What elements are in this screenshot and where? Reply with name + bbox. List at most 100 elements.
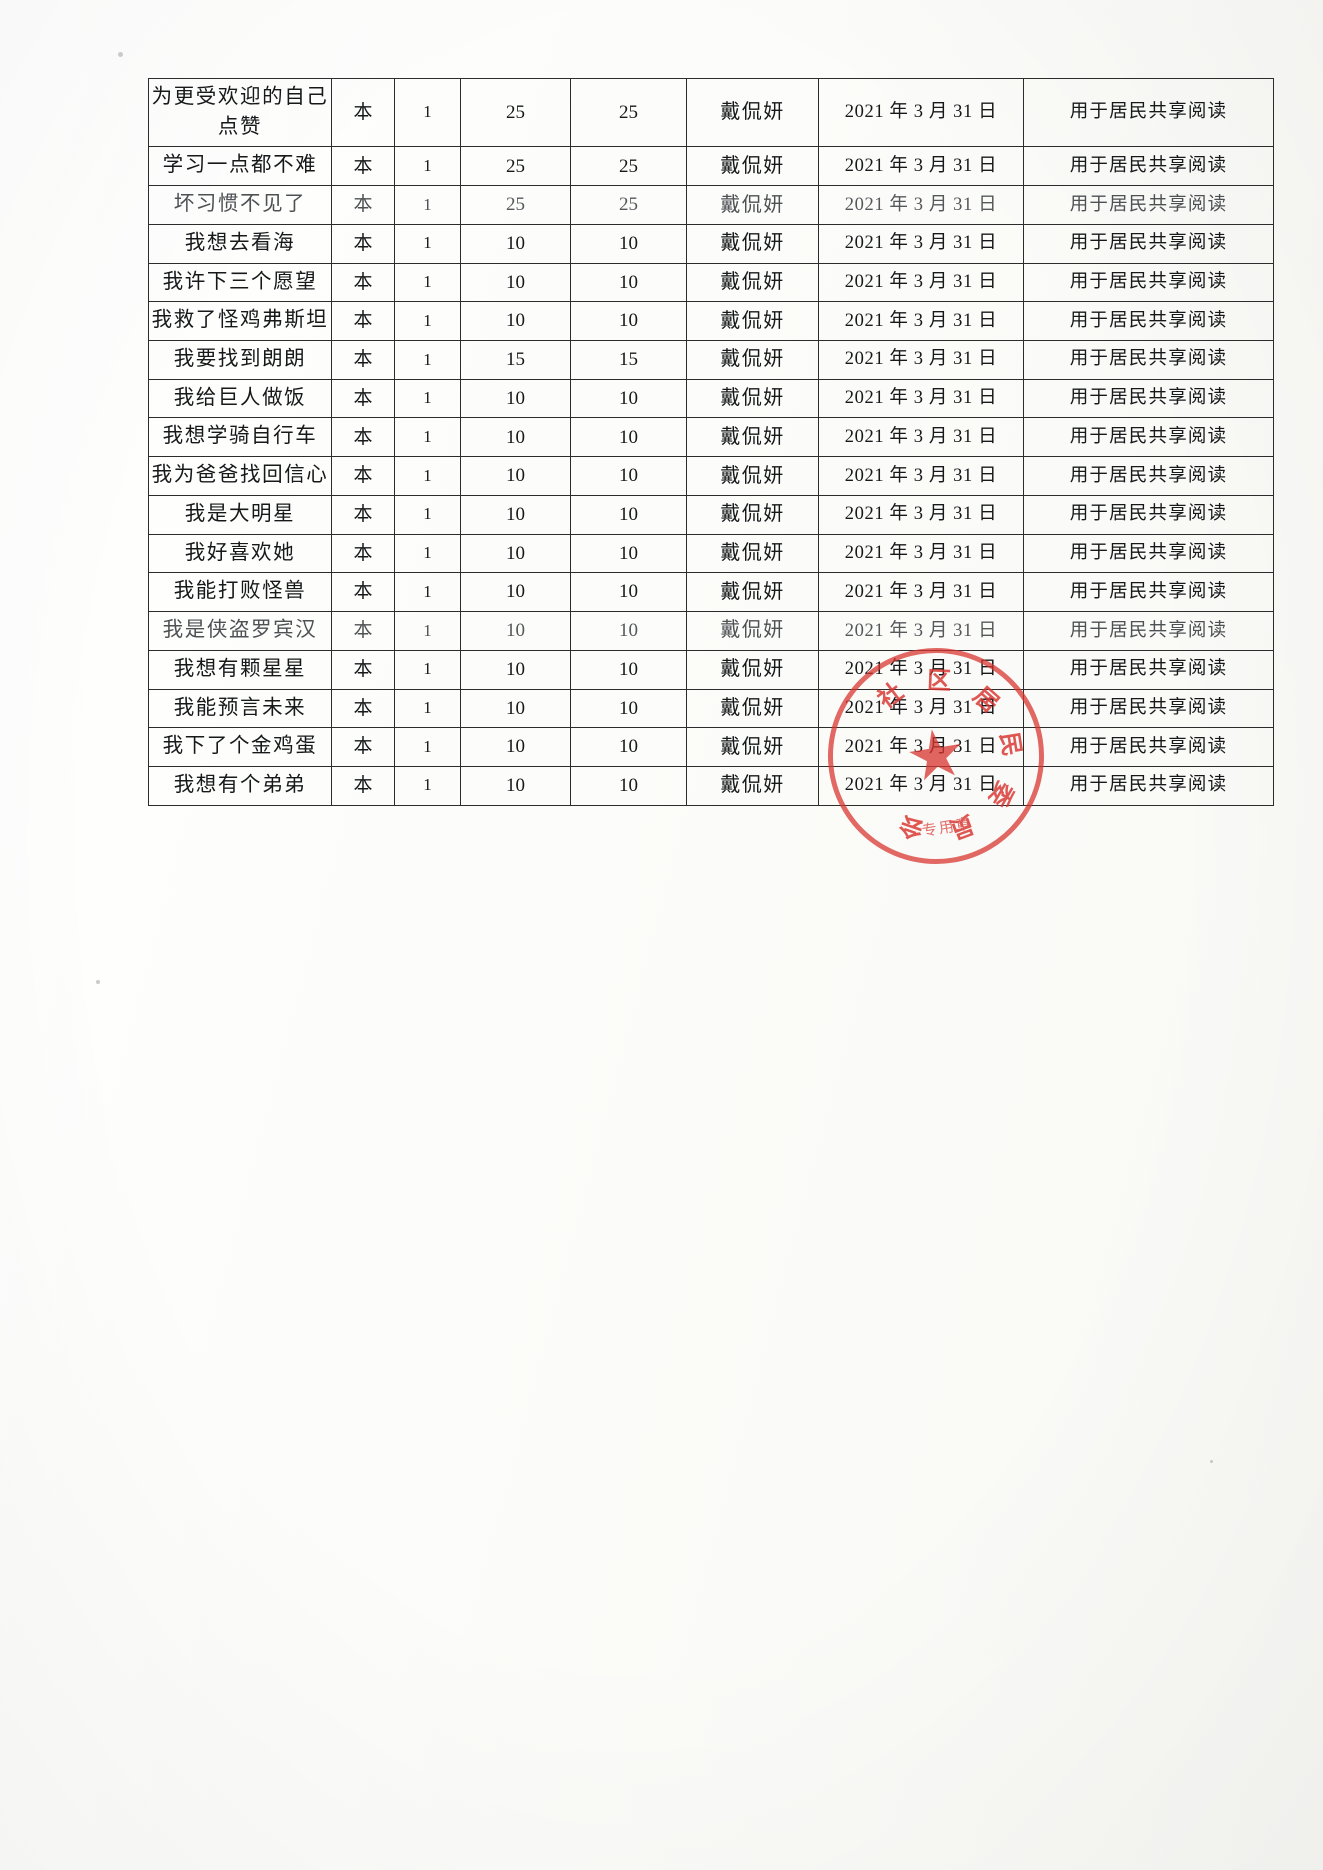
cell-qty: 1	[394, 185, 461, 225]
cell-title: 我是侠盗罗宾汉	[148, 611, 332, 651]
cell-price: 10	[460, 533, 571, 574]
cell-title: 我好喜欢她	[148, 533, 332, 574]
cell-date: 2021 年 3 月 31 日	[818, 765, 1024, 806]
cell-qty: 1	[394, 340, 461, 380]
table-row: 我想学骑自行车本 1 10 10 戴侃妍 2021 年 3 月 31 日用于居民共享阅读	[148, 417, 1274, 458]
cell-title: 我要找到朗朗	[148, 340, 332, 380]
cell-price: 10	[460, 417, 571, 458]
cell-date: 2021 年 3 月 31 日	[818, 688, 1024, 729]
cell-unit: 本	[331, 301, 395, 342]
cell-donor: 戴侃妍	[686, 649, 819, 690]
cell-donor: 戴侃妍	[686, 727, 819, 767]
cell-purpose: 用于居民共享阅读	[1023, 533, 1274, 574]
table-row: 我能打败怪兽本 1 10 10 戴侃妍 2021 年 3 月 31 日用于居民共享阅读	[148, 572, 1274, 613]
cell-title: 为更受欢迎的自己点赞	[148, 77, 332, 148]
cell-unit: 本	[331, 378, 395, 419]
cell-amount: 10	[570, 456, 687, 496]
cell-title: 我想有颗星星	[148, 649, 332, 690]
table-row: 我想有个弟弟本 1 10 10 戴侃妍 2021 年 3 月 31 日用于居民共享阅读	[148, 765, 1274, 806]
cell-purpose: 用于居民共享阅读	[1023, 77, 1274, 148]
cell-date: 2021 年 3 月 31 日	[818, 533, 1024, 574]
cell-unit: 本	[331, 262, 395, 303]
table-row: 坏习惯不见了本 1 25 25 戴侃妍 2021 年 3 月 31 日用于居民共享阅读	[148, 185, 1274, 225]
cell-donor: 戴侃妍	[686, 456, 819, 496]
table-row: 我许下三个愿望本 1 10 10 戴侃妍 2021 年 3 月 31 日用于居民共享阅读	[148, 262, 1274, 303]
cell-donor: 戴侃妍	[686, 340, 819, 380]
cell-amount: 10	[570, 417, 687, 458]
cell-price: 25	[460, 185, 571, 225]
donation-items-table: 为更受欢迎的自己点赞本 1 25 25 戴侃妍 2021 年 3 月 31 日用于居民共享…	[148, 77, 1274, 806]
cell-amount: 10	[570, 533, 687, 574]
cell-date: 2021 年 3 月 31 日	[818, 649, 1024, 690]
cell-price: 10	[460, 301, 571, 342]
cell-donor: 戴侃妍	[686, 494, 819, 535]
cell-title: 我想学骑自行车	[148, 417, 332, 458]
cell-price: 10	[460, 494, 571, 535]
cell-price: 10	[460, 456, 571, 496]
cell-purpose: 用于居民共享阅读	[1023, 572, 1274, 613]
cell-donor: 戴侃妍	[686, 301, 819, 342]
scan-speck	[118, 52, 123, 57]
table-row: 我下了个金鸡蛋本 1 10 10 戴侃妍 2021 年 3 月 31 日用于居民共享阅读	[148, 727, 1274, 767]
cell-title: 我许下三个愿望	[148, 262, 332, 303]
cell-title: 我下了个金鸡蛋	[148, 727, 332, 767]
cell-qty: 1	[394, 378, 461, 419]
cell-qty: 1	[394, 649, 461, 690]
cell-qty: 1	[394, 765, 461, 806]
cell-purpose: 用于居民共享阅读	[1023, 223, 1274, 264]
cell-donor: 戴侃妍	[686, 611, 819, 651]
cell-qty: 1	[394, 494, 461, 535]
cell-date: 2021 年 3 月 31 日	[818, 378, 1024, 419]
scan-speck	[96, 980, 100, 984]
table-row: 我给巨人做饭本 1 10 10 戴侃妍 2021 年 3 月 31 日用于居民共享阅读	[148, 378, 1274, 419]
cell-amount: 10	[570, 223, 687, 264]
cell-qty: 1	[394, 727, 461, 767]
cell-unit: 本	[331, 649, 395, 690]
cell-price: 10	[460, 611, 571, 651]
cell-date: 2021 年 3 月 31 日	[818, 185, 1024, 225]
cell-amount: 10	[570, 572, 687, 613]
cell-unit: 本	[331, 494, 395, 535]
cell-unit: 本	[331, 146, 395, 187]
cell-date: 2021 年 3 月 31 日	[818, 301, 1024, 342]
cell-qty: 1	[394, 262, 461, 303]
cell-purpose: 用于居民共享阅读	[1023, 301, 1274, 342]
cell-donor: 戴侃妍	[686, 765, 819, 806]
cell-unit: 本	[331, 688, 395, 729]
cell-title: 坏习惯不见了	[148, 185, 332, 225]
cell-amount: 15	[570, 340, 687, 380]
cell-donor: 戴侃妍	[686, 146, 819, 187]
cell-donor: 戴侃妍	[686, 378, 819, 419]
cell-unit: 本	[331, 765, 395, 806]
cell-amount: 10	[570, 765, 687, 806]
cell-donor: 戴侃妍	[686, 223, 819, 264]
cell-amount: 10	[570, 649, 687, 690]
table-row: 为更受欢迎的自己点赞本 1 25 25 戴侃妍 2021 年 3 月 31 日用于居民共享…	[148, 77, 1274, 148]
cell-amount: 25	[570, 185, 687, 225]
cell-donor: 戴侃妍	[686, 185, 819, 225]
table-row: 我想去看海本 1 10 10 戴侃妍 2021 年 3 月 31 日用于居民共享阅读	[148, 223, 1274, 264]
cell-date: 2021 年 3 月 31 日	[818, 572, 1024, 613]
cell-date: 2021 年 3 月 31 日	[818, 456, 1024, 496]
cell-price: 10	[460, 378, 571, 419]
cell-date: 2021 年 3 月 31 日	[818, 340, 1024, 380]
cell-purpose: 用于居民共享阅读	[1023, 146, 1274, 187]
cell-date: 2021 年 3 月 31 日	[818, 223, 1024, 264]
cell-title: 我给巨人做饭	[148, 378, 332, 419]
cell-date: 2021 年 3 月 31 日	[818, 727, 1024, 767]
table-row: 我能预言未来本 1 10 10 戴侃妍 2021 年 3 月 31 日用于居民共享阅读	[148, 688, 1274, 729]
cell-amount: 10	[570, 301, 687, 342]
cell-price: 25	[460, 146, 571, 187]
cell-purpose: 用于居民共享阅读	[1023, 494, 1274, 535]
cell-title: 我能预言未来	[148, 688, 332, 729]
cell-qty: 1	[394, 688, 461, 729]
cell-unit: 本	[331, 456, 395, 496]
table-row: 我是大明星本 1 10 10 戴侃妍 2021 年 3 月 31 日用于居民共享阅读	[148, 494, 1274, 535]
cell-purpose: 用于居民共享阅读	[1023, 727, 1274, 767]
cell-unit: 本	[331, 185, 395, 225]
cell-unit: 本	[331, 340, 395, 380]
table-row: 我是侠盗罗宾汉本 1 10 10 戴侃妍 2021 年 3 月 31 日用于居民共享阅读	[148, 611, 1274, 651]
cell-price: 25	[460, 77, 571, 148]
seal-char: 会	[896, 810, 928, 843]
